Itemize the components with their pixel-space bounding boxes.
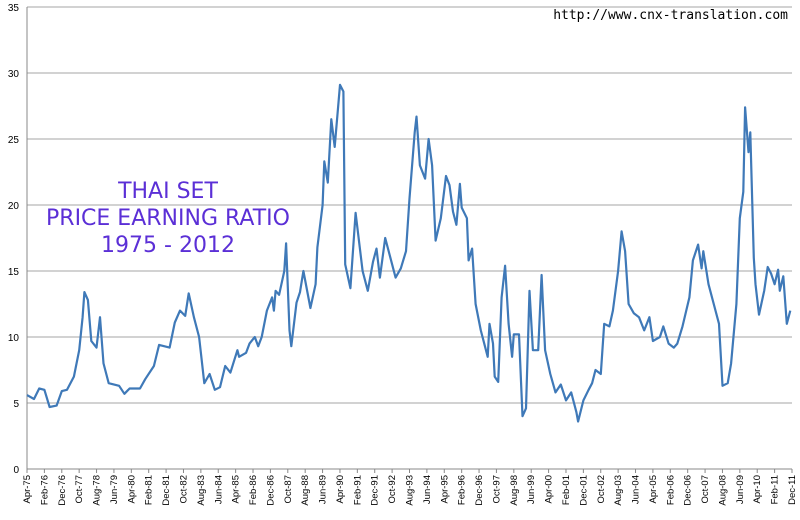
y-tick-label: 35 xyxy=(8,3,20,14)
x-tick-label: Oct-07 xyxy=(700,475,711,504)
x-tick-label: Feb-96 xyxy=(457,475,468,505)
pe-ratio-line xyxy=(26,83,792,423)
x-tick-label: Dec-96 xyxy=(474,475,485,506)
x-tick-label: Oct-77 xyxy=(74,475,85,504)
x-tick-label: Aug-03 xyxy=(613,475,624,506)
x-tick-label: Dec-86 xyxy=(265,475,276,506)
x-tick-label: Aug-98 xyxy=(509,475,520,506)
x-tick-label: Apr-05 xyxy=(648,475,659,504)
x-tick-label: Feb-76 xyxy=(39,475,50,505)
x-tick-label: Dec-01 xyxy=(578,475,589,506)
x-tick-label: Oct-87 xyxy=(283,475,294,504)
x-tick-label: Oct-02 xyxy=(596,475,607,504)
chart-title: THAI SET PRICE EARNING RATIO 1975 - 2012 xyxy=(28,178,308,259)
x-tick-label: Aug-93 xyxy=(405,475,416,506)
y-tick-label: 10 xyxy=(8,333,20,344)
y-tick-label: 0 xyxy=(13,465,19,476)
x-tick-label: Aug-78 xyxy=(92,475,103,506)
x-tick-label: Feb-06 xyxy=(665,475,676,505)
x-tick-label: Apr-95 xyxy=(439,475,450,504)
x-tick-label: Jun-09 xyxy=(735,475,746,504)
x-tick-label: Dec-81 xyxy=(161,475,172,506)
x-tick-label: Apr-85 xyxy=(231,475,242,504)
x-tick-label: Jun-04 xyxy=(631,475,642,504)
x-tick-label: Oct-97 xyxy=(491,475,502,504)
y-tick-label: 20 xyxy=(8,201,20,212)
x-tick-label: Apr-90 xyxy=(335,475,346,504)
x-tick-label: Jun-89 xyxy=(318,475,329,504)
title-line-3: 1975 - 2012 xyxy=(101,233,235,258)
x-tick-label: Dec-06 xyxy=(683,475,694,506)
title-line-2: PRICE EARNING RATIO xyxy=(46,206,290,231)
y-tick-label: 15 xyxy=(8,267,20,278)
x-tick-label: Jun-84 xyxy=(213,475,224,504)
x-tick-label: Feb-91 xyxy=(352,475,363,505)
x-tick-label: Feb-81 xyxy=(144,475,155,505)
x-tick-label: Aug-08 xyxy=(717,475,728,506)
y-tick-label: 30 xyxy=(8,69,20,80)
x-tick-label: Dec-91 xyxy=(370,475,381,506)
source-url: http://www.cnx-translation.com xyxy=(553,8,788,23)
x-tick-label: Feb-86 xyxy=(248,475,259,505)
x-tick-label: Dec-11 xyxy=(787,475,798,505)
x-tick-label: Feb-01 xyxy=(561,475,572,505)
y-tick-label: 5 xyxy=(13,399,19,410)
x-tick-label: Oct-92 xyxy=(387,475,398,504)
x-tick-label: Aug-83 xyxy=(196,475,207,506)
x-tick-label: Apr-00 xyxy=(544,475,555,504)
x-tick-label: Feb-11 xyxy=(770,475,781,504)
x-tick-label: Dec-76 xyxy=(57,475,68,506)
y-tick-label: 25 xyxy=(8,135,20,146)
x-tick-label: Apr-75 xyxy=(22,475,33,504)
title-line-1: THAI SET xyxy=(118,179,218,204)
x-tick-label: Aug-88 xyxy=(300,475,311,506)
x-tick-label: Jun-79 xyxy=(109,475,120,504)
x-tick-label: Jun-94 xyxy=(422,475,433,504)
x-tick-label: Apr-80 xyxy=(126,475,137,504)
x-tick-label: Apr-10 xyxy=(752,475,763,504)
x-tick-label: Oct-82 xyxy=(178,475,189,504)
x-tick-label: Jun-99 xyxy=(526,475,537,504)
